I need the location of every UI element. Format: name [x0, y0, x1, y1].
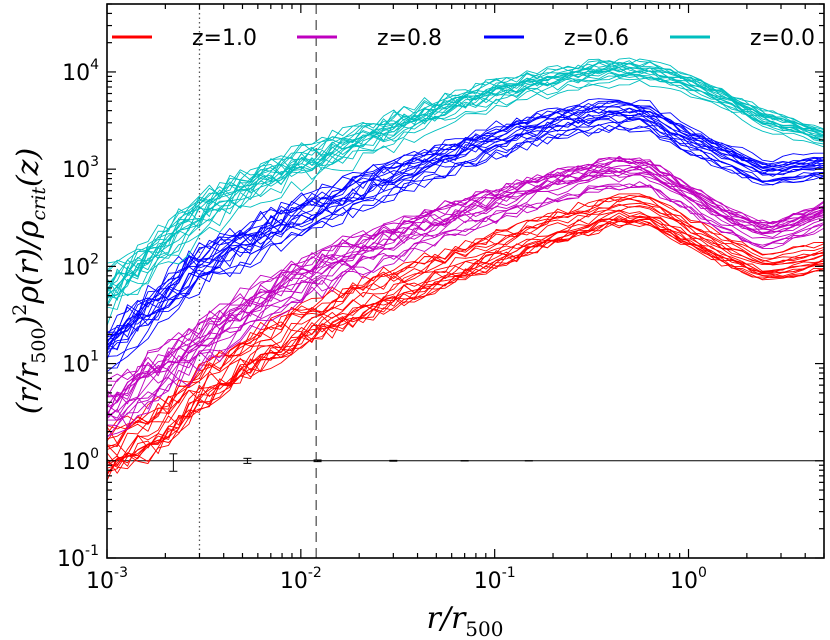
series-line — [106, 100, 825, 342]
x-tick-label-1: 10-2 — [280, 565, 322, 594]
series-line — [106, 209, 825, 476]
legend-entry-z=0.6: z=0.6 — [484, 26, 629, 51]
error-bar-2 — [313, 459, 322, 463]
series-z=0.8 — [106, 155, 825, 439]
series-z=1.0 — [106, 193, 825, 481]
series-line — [106, 184, 825, 428]
axis-ticks: 10-3 10-2 10-1 100 10-1 100 101 102 103 104 — [57, 3, 825, 594]
series-line — [106, 173, 825, 422]
legend-label: z=0.6 — [564, 26, 629, 51]
series-line — [106, 107, 825, 347]
error-bar-3 — [389, 459, 398, 462]
series-line — [106, 107, 825, 333]
series-line — [106, 158, 825, 408]
series-line — [106, 112, 825, 352]
legend-entry-z=1.0: z=1.0 — [112, 26, 257, 51]
y-tick-label-5: 104 — [62, 57, 99, 86]
series-z=0.0 — [106, 57, 825, 326]
series-line — [106, 60, 825, 289]
series-line — [106, 113, 825, 348]
series-line — [106, 100, 825, 338]
series-line — [106, 57, 825, 264]
series-line — [106, 184, 825, 426]
x-axis-label: r/r500 — [427, 601, 504, 640]
legend-entry-z=0.0: z=0.0 — [670, 26, 815, 51]
x-tick-label-2: 10-1 — [474, 565, 516, 594]
x-tick-label-0: 10-3 — [86, 565, 128, 594]
y-tick-label-0: 10-1 — [57, 543, 99, 572]
series-z=0.6 — [106, 98, 825, 373]
series-line — [106, 110, 825, 360]
y-tick-label-1: 100 — [62, 446, 99, 475]
series-line — [106, 71, 825, 297]
y-tick-label-3: 102 — [62, 251, 99, 280]
series-line — [106, 218, 825, 475]
series-line — [106, 206, 825, 456]
error-bars — [169, 453, 533, 472]
series-line — [106, 164, 825, 420]
legend-label: z=1.0 — [192, 26, 257, 51]
series-line — [106, 215, 825, 481]
y-axis-label: (r/r500)2ρ(r)/ρcrit(z) — [9, 148, 50, 414]
series-line — [106, 197, 825, 430]
series-line — [106, 77, 825, 310]
series-line — [106, 219, 825, 467]
legend: z=1.0 z=0.8 z=0.6 z=0.0 — [112, 26, 815, 51]
series-line — [106, 109, 825, 350]
series-line — [106, 219, 825, 470]
series-line — [106, 79, 825, 326]
error-bar-1 — [243, 457, 252, 464]
legend-label: z=0.0 — [750, 26, 815, 51]
legend-entry-z=0.8: z=0.8 — [297, 26, 442, 51]
plot-frame — [106, 3, 825, 559]
series-line — [106, 66, 825, 299]
y-tick-label-4: 103 — [62, 154, 99, 183]
series-line — [106, 157, 825, 398]
y-tick-label-2: 101 — [62, 349, 99, 378]
x-tick-label-3: 100 — [670, 565, 707, 594]
series-line — [106, 202, 825, 440]
series-line — [106, 221, 825, 467]
series-line — [106, 123, 825, 357]
series-line — [106, 156, 825, 381]
axis-labels: r/r500 (r/r500)2ρ(r)/ρcrit(z) — [9, 148, 503, 640]
series-line — [106, 198, 825, 448]
legend-label: z=0.8 — [377, 26, 442, 51]
series-line — [106, 181, 825, 439]
series-line — [106, 67, 825, 287]
series-line — [106, 118, 825, 350]
series-lines — [106, 57, 825, 481]
error-bar-0 — [169, 453, 178, 472]
series-line — [106, 167, 825, 418]
